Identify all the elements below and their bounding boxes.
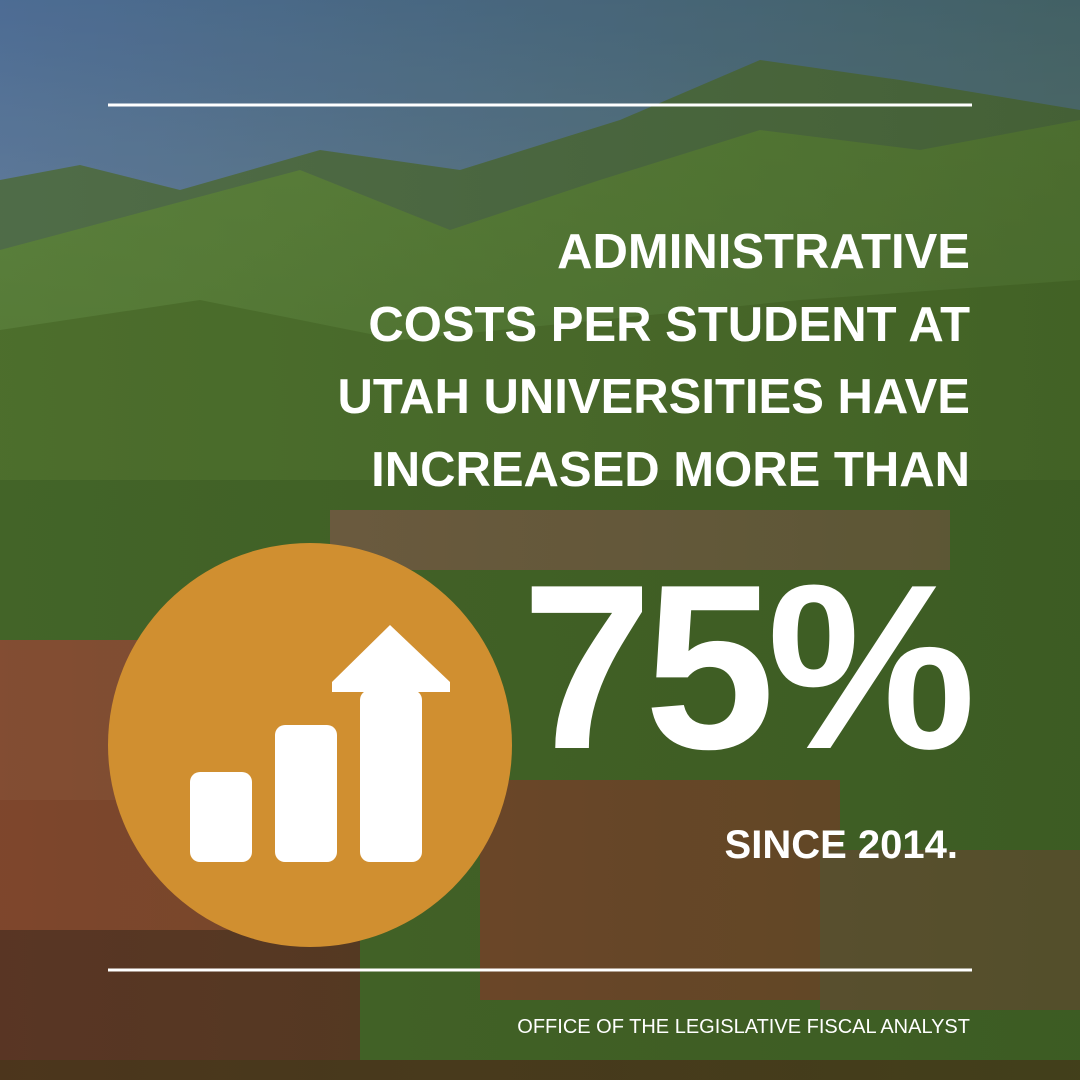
headline-line: COSTS PER STUDENT AT <box>368 298 970 352</box>
growth-icon <box>108 543 512 947</box>
headline-line: UTAH UNIVERSITIES HAVE <box>337 370 970 424</box>
headline-line: ADMINISTRATIVE <box>557 225 970 279</box>
footer: OFFICE OF THE LEGISLATIVE FISCAL ANALYST <box>517 1016 970 1038</box>
stat: 75% <box>522 535 970 798</box>
headline-line: INCREASED MORE THAN <box>371 443 970 497</box>
since: SINCE 2014. <box>725 823 958 867</box>
